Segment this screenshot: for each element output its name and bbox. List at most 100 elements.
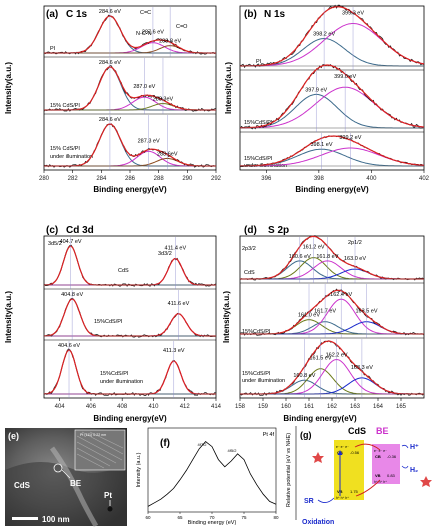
envelope-d-2 bbox=[240, 340, 424, 395]
x-tick-label-d-4: 162 bbox=[327, 404, 338, 410]
tem-inset-label: Pt (111) 0.22 nm bbox=[80, 433, 106, 437]
panel-e-tem: Pt (111) 0.22 nm (e) CdS BE Pt 100 nm bbox=[5, 428, 127, 528]
panel-f-xlabel: Binding energy (eV) bbox=[188, 520, 237, 526]
band-oxidation-label: Oxidation bbox=[302, 519, 334, 526]
x-tick-label-a-0: 280 bbox=[39, 176, 50, 182]
peak-label-b-0-0: 398.2 eV bbox=[313, 32, 335, 38]
annotation-3d32: 3d3/2 bbox=[158, 251, 172, 257]
panel-a-title: C 1s bbox=[66, 9, 88, 20]
x-tick-label-b-1: 398 bbox=[314, 176, 325, 182]
panel-a-ylabel: Intensity(a.u.) bbox=[4, 62, 13, 114]
tem-pt-particle bbox=[107, 506, 113, 512]
panel-f-ylabel: Intensity (a.u.) bbox=[136, 452, 142, 487]
x-tick-label-d-6: 164 bbox=[373, 404, 384, 410]
band-ylabel: Relative potential (eV vs NHE) bbox=[286, 433, 292, 507]
panel-b-sample-cds-pi: 15%CdS/PI bbox=[244, 120, 273, 126]
tem-scale-label: 100 nm bbox=[42, 515, 70, 524]
band-cds-title: CdS bbox=[348, 426, 366, 436]
band-cds-block bbox=[334, 440, 364, 500]
panel-d-sample-cds: CdS bbox=[244, 270, 255, 276]
panel-d-sample-illum: 15%CdS/PI under illumination bbox=[242, 371, 285, 384]
band-hole-transfer-arrow bbox=[355, 479, 381, 497]
panel-b-letter: (b) bbox=[244, 9, 257, 20]
panel-g-letter: (g) bbox=[300, 430, 312, 440]
band-cds-cb-value: -0.56 bbox=[350, 450, 360, 455]
x-tick-label-a-4: 288 bbox=[154, 176, 165, 182]
x-tick-label-c-1: 406 bbox=[86, 404, 97, 410]
tem-be-strand bbox=[49, 446, 99, 528]
x-tick-label-c-4: 412 bbox=[180, 404, 191, 410]
peak-label-c-1-1: 411.6 eV bbox=[168, 301, 190, 307]
x-tick-label-f-2: 70 bbox=[209, 515, 215, 520]
x-tick-label-b-2: 400 bbox=[366, 176, 377, 182]
panel-c-frame bbox=[43, 235, 217, 399]
band-excitation-arrowhead bbox=[337, 450, 343, 455]
peak-label-d-1-3: 163.5 eV bbox=[355, 309, 377, 315]
panel-c-sample-cds-pi: 15%CdS/PI bbox=[94, 319, 123, 325]
panel-d-xlabel: Binding energy(eV) bbox=[283, 414, 357, 423]
x-tick-label-c-0: 404 bbox=[55, 404, 66, 410]
x-tick-label-b-3: 402 bbox=[419, 176, 430, 182]
envelope-c-1 bbox=[44, 298, 216, 337]
peak-label-4f72: 4f7/2 bbox=[198, 442, 208, 447]
panel-d-s2p: (d) S 2p Binding energy(eV) Intensity(a.… bbox=[222, 225, 425, 423]
x-tick-label-d-3: 161 bbox=[304, 404, 315, 410]
peak-label-d-0-1: 161.2 eV bbox=[303, 245, 325, 251]
band-be-block bbox=[372, 444, 400, 484]
band-be-title: BE bbox=[376, 426, 389, 436]
peak-c-1-1 bbox=[44, 313, 216, 337]
panel-c-xlabel: Binding energy(eV) bbox=[93, 414, 167, 423]
peak-label-a-2-2: 288.6eV bbox=[157, 151, 178, 157]
tem-be-label: BE bbox=[70, 479, 82, 488]
light-icon-left bbox=[312, 452, 324, 463]
peak-label-a-1-0: 284.6 eV bbox=[99, 60, 121, 66]
raw-data-a-0 bbox=[43, 14, 217, 55]
x-tick-label-c-2: 408 bbox=[117, 404, 128, 410]
raw-data-d-2 bbox=[239, 340, 425, 396]
peak-label-4f52: 4f5/2 bbox=[228, 448, 238, 453]
panel-f-title: Pt 4f bbox=[263, 432, 275, 438]
peak-label-b-0-1: 399.3 eV bbox=[342, 11, 364, 17]
tem-cds-region bbox=[5, 461, 127, 526]
x-tick-label-a-6: 292 bbox=[211, 176, 222, 182]
peak-label-c-2-0: 404.6 eV bbox=[58, 343, 80, 349]
panel-c-cd3d: (c) Cd 3d Binding energy(eV) Intensity(a… bbox=[4, 225, 222, 423]
band-h-plus-arrow bbox=[401, 444, 409, 449]
raw-data-c-1 bbox=[43, 298, 217, 338]
band-cds-electrons: e⁻ e⁻ e⁻ bbox=[336, 445, 349, 449]
band-be-cb: CB bbox=[375, 454, 381, 459]
light-icon-right bbox=[420, 476, 432, 487]
peak-label-b-2-0: 398.1 eV bbox=[310, 142, 332, 148]
x-tick-label-d-2: 160 bbox=[281, 404, 292, 410]
tem-be-marker bbox=[53, 463, 63, 473]
peak-label-d-2-2: 162.2 eV bbox=[326, 353, 348, 359]
panel-b-xlabel: Binding energy(eV) bbox=[295, 185, 369, 194]
panel-a-letter: (a) bbox=[46, 9, 58, 20]
peak-label-c-2-1: 411.3 eV bbox=[163, 348, 185, 354]
envelope-c-2 bbox=[43, 349, 216, 395]
peak-label-a-0-1: 287.6 eV bbox=[142, 30, 164, 36]
x-tick-label-a-2: 284 bbox=[96, 176, 107, 182]
raw-data-a-2 bbox=[43, 123, 217, 168]
tem-be-pointer bbox=[61, 469, 71, 479]
x-tick-label-c-5: 414 bbox=[211, 404, 222, 410]
peak-label-d-1-0: 161.0 eV bbox=[298, 313, 320, 319]
envelope-b-2 bbox=[240, 135, 425, 167]
x-tick-label-f-0: 60 bbox=[145, 515, 151, 520]
peak-label-d-0-3: 163.0 eV bbox=[344, 256, 366, 262]
peak-d-0-3 bbox=[240, 268, 424, 280]
panel-g-band-diagram: Relative potential (eV vs NHE) (g) CdS B… bbox=[286, 426, 432, 526]
peak-label-a-2-0: 284.6 eV bbox=[99, 117, 121, 123]
panel-a-c1s: (a) C 1s Binding energy(eV) Intensity(a.… bbox=[4, 5, 222, 194]
x-tick-label-c-3: 410 bbox=[148, 404, 159, 410]
peak-label-a-1-1: 287.0 eV bbox=[133, 84, 155, 90]
peak-label-d-1-2: 162.4 eV bbox=[330, 292, 352, 298]
peak-label-d-0-0: 160.6 eV bbox=[289, 254, 311, 260]
x-tick-label-a-1: 282 bbox=[68, 176, 79, 182]
peak-label-d-2-3: 163.3 eV bbox=[351, 365, 373, 371]
panel-d-ylabel: Intensity(a.u.) bbox=[222, 291, 231, 343]
band-sr-label: SR bbox=[304, 498, 314, 505]
panel-d-title: S 2p bbox=[268, 225, 289, 236]
peak-a-0-0 bbox=[44, 15, 216, 54]
